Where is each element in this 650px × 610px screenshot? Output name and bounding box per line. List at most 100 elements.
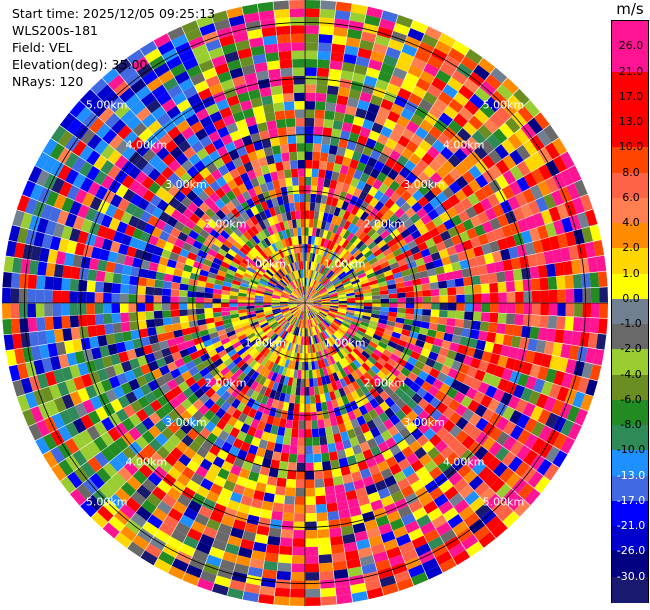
velocity-gate-cell [259, 585, 276, 596]
velocity-gate-cell [297, 299, 305, 303]
velocity-gate-cell [215, 407, 226, 419]
velocity-gate-cell [381, 430, 393, 442]
velocity-gate-cell [334, 283, 344, 290]
velocity-gate-cell [334, 10, 351, 21]
velocity-gate-cell [101, 355, 113, 369]
colorbar-tick-label: 26.0 [618, 39, 644, 53]
velocity-gate-cell [405, 297, 415, 303]
velocity-gate-cell [62, 328, 73, 342]
velocity-gate-cell [311, 307, 320, 313]
velocity-gate-cell [267, 267, 276, 275]
velocity-gate-cell [411, 393, 423, 405]
velocity-gate-cell [345, 313, 354, 319]
velocity-gate-cell [362, 475, 375, 487]
velocity-gate-cell [389, 414, 401, 426]
velocity-gate-cell [438, 500, 454, 515]
velocity-gate-cell [319, 275, 327, 284]
velocity-gate-cell [344, 284, 353, 290]
velocity-gate-cell [41, 357, 53, 373]
velocity-gate-cell [217, 468, 230, 480]
velocity-gate-cell [179, 315, 189, 323]
velocity-gate-cell [383, 209, 395, 220]
velocity-gate-cell [413, 290, 423, 298]
velocity-gate-cell [299, 193, 305, 203]
velocity-gate-cell [142, 404, 156, 417]
velocity-gate-cell [486, 134, 501, 149]
velocity-gate-cell [58, 354, 70, 369]
velocity-gate-cell [187, 528, 203, 542]
velocity-gate-cell [397, 339, 408, 348]
velocity-gate-cell [523, 156, 538, 173]
velocity-gate-cell [430, 309, 440, 317]
velocity-gate-cell [366, 527, 381, 539]
velocity-gate-cell [314, 109, 325, 119]
velocity-gate-cell [332, 343, 340, 353]
velocity-gate-cell [363, 299, 373, 303]
velocity-gate-cell [305, 420, 312, 430]
velocity-gate-cell [287, 284, 294, 292]
velocity-gate-cell [374, 394, 385, 405]
velocity-gate-cell [321, 299, 331, 302]
velocity-gate-cell [340, 70, 354, 81]
velocity-gate-cell [395, 317, 405, 324]
velocity-gate-cell [251, 436, 261, 448]
velocity-gate-cell [308, 310, 312, 319]
colorbar-tick-label: -8.0 [620, 418, 642, 432]
velocity-gate-cell [465, 136, 480, 151]
colorbar-swatch [612, 349, 648, 376]
velocity-gate-cell [447, 514, 464, 529]
velocity-gate-cell [344, 45, 359, 56]
velocity-gate-cell [271, 305, 281, 309]
velocity-gate-cell [263, 308, 273, 312]
velocity-gate-cell [16, 227, 29, 244]
velocity-gate-cell [347, 383, 356, 393]
velocity-gate-cell [198, 393, 210, 405]
velocity-gate-cell [226, 361, 237, 371]
velocity-gate-cell [275, 250, 282, 260]
velocity-gate-cell [114, 169, 128, 184]
velocity-gate-cell [368, 464, 381, 476]
velocity-gate-cell [305, 33, 319, 43]
velocity-gate-cell [346, 307, 356, 311]
velocity-gate-cell [296, 327, 300, 336]
velocity-gate-cell [86, 440, 101, 457]
velocity-gate-cell [283, 503, 295, 514]
velocity-gate-cell [312, 294, 320, 300]
velocity-gate-cell [205, 282, 215, 289]
velocity-gate-cell [326, 270, 334, 278]
velocity-gate-cell [323, 418, 332, 428]
velocity-gate-cell [223, 239, 233, 249]
velocity-gate-cell [364, 391, 375, 402]
velocity-gate-cell [280, 295, 289, 299]
velocity-gate-cell [286, 351, 292, 360]
velocity-gate-cell [293, 279, 299, 289]
velocity-gate-cell [182, 354, 193, 365]
velocity-gate-cell [305, 298, 313, 303]
velocity-gate-cell [290, 293, 299, 299]
velocity-gate-cell [231, 186, 242, 198]
velocity-gate-cell [280, 186, 288, 196]
velocity-gate-cell [200, 570, 217, 584]
velocity-gate-cell [350, 124, 362, 135]
velocity-gate-cell [407, 27, 425, 42]
velocity-gate-cell [301, 303, 305, 311]
velocity-gate-cell [156, 333, 167, 343]
velocity-gate-cell [315, 343, 321, 352]
velocity-gate-cell [380, 126, 393, 138]
velocity-gate-cell [10, 288, 20, 303]
velocity-gate-cell [308, 235, 312, 245]
velocity-gate-cell [370, 316, 380, 323]
range-ring-label: 5.00km [86, 99, 128, 112]
velocity-gate-cell [396, 357, 408, 367]
velocity-gate-cell [463, 512, 480, 528]
velocity-gate-cell [487, 272, 498, 284]
velocity-gate-cell [227, 221, 238, 232]
velocity-gate-cell [65, 421, 80, 438]
velocity-gate-cell [375, 345, 386, 354]
velocity-gate-cell [384, 407, 396, 419]
velocity-gate-cell [457, 344, 468, 355]
velocity-gate-cell [463, 469, 478, 485]
velocity-gate-cell [320, 276, 328, 285]
velocity-gate-cell [279, 375, 286, 385]
velocity-gate-cell [311, 176, 318, 186]
